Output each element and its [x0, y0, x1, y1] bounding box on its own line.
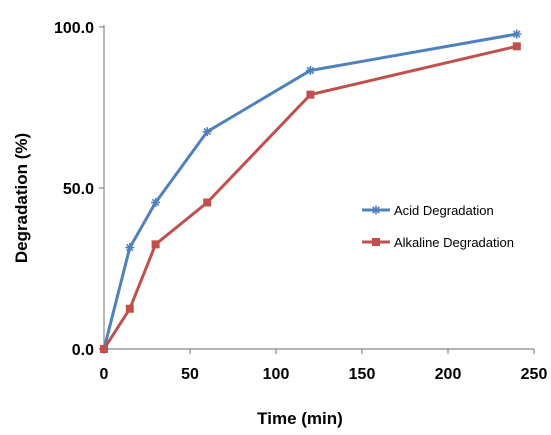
marker-stroke [203, 127, 211, 136]
data-point [125, 243, 135, 253]
data-point [151, 240, 160, 249]
data-point [512, 42, 521, 51]
x-tick-label: 100 [263, 366, 290, 383]
data-point [512, 29, 522, 39]
marker-stroke [372, 206, 380, 214]
series-alkaline-degradation [100, 42, 521, 353]
data-point [100, 345, 108, 353]
y-tick-label: 100.0 [54, 20, 94, 37]
legend-item: Alkaline Degradation [362, 235, 514, 250]
marker-stroke [151, 198, 160, 207]
series-acid-degradation [99, 29, 522, 354]
x-tick-label: 150 [349, 366, 376, 383]
y-axis-title: Degradation (%) [12, 133, 31, 263]
chart-tick-labels: 0.0 50.0 100.0 0 50 100 150 200 250 [54, 20, 547, 383]
x-tick-label: 200 [435, 366, 462, 383]
chart-axes [103, 25, 534, 350]
data-point [306, 90, 315, 99]
marker-stroke [306, 66, 315, 75]
chart-series [99, 29, 522, 354]
legend-marker [371, 205, 381, 215]
x-tick-label: 50 [181, 366, 199, 383]
data-point [203, 198, 212, 207]
series-line [102, 32, 518, 350]
legend-item: Acid Degradation [362, 203, 494, 218]
y-tick-label: 0.0 [72, 342, 94, 359]
data-point [151, 197, 161, 207]
marker-stroke [126, 243, 134, 252]
x-tick-label: 250 [521, 366, 548, 383]
chart-legend: Acid Degradation Alkaline Degradation [362, 203, 514, 250]
series-line [102, 44, 518, 350]
legend-marker [372, 238, 380, 246]
marker-stroke [513, 30, 521, 38]
x-tick-label: 0 [100, 366, 109, 383]
data-point [305, 65, 315, 75]
data-point [125, 304, 134, 313]
data-point [202, 127, 212, 137]
legend-label: Alkaline Degradation [394, 235, 514, 250]
x-axis-title: Time (min) [257, 409, 343, 428]
y-tick-label: 50.0 [63, 181, 94, 198]
legend-label: Acid Degradation [394, 203, 494, 218]
